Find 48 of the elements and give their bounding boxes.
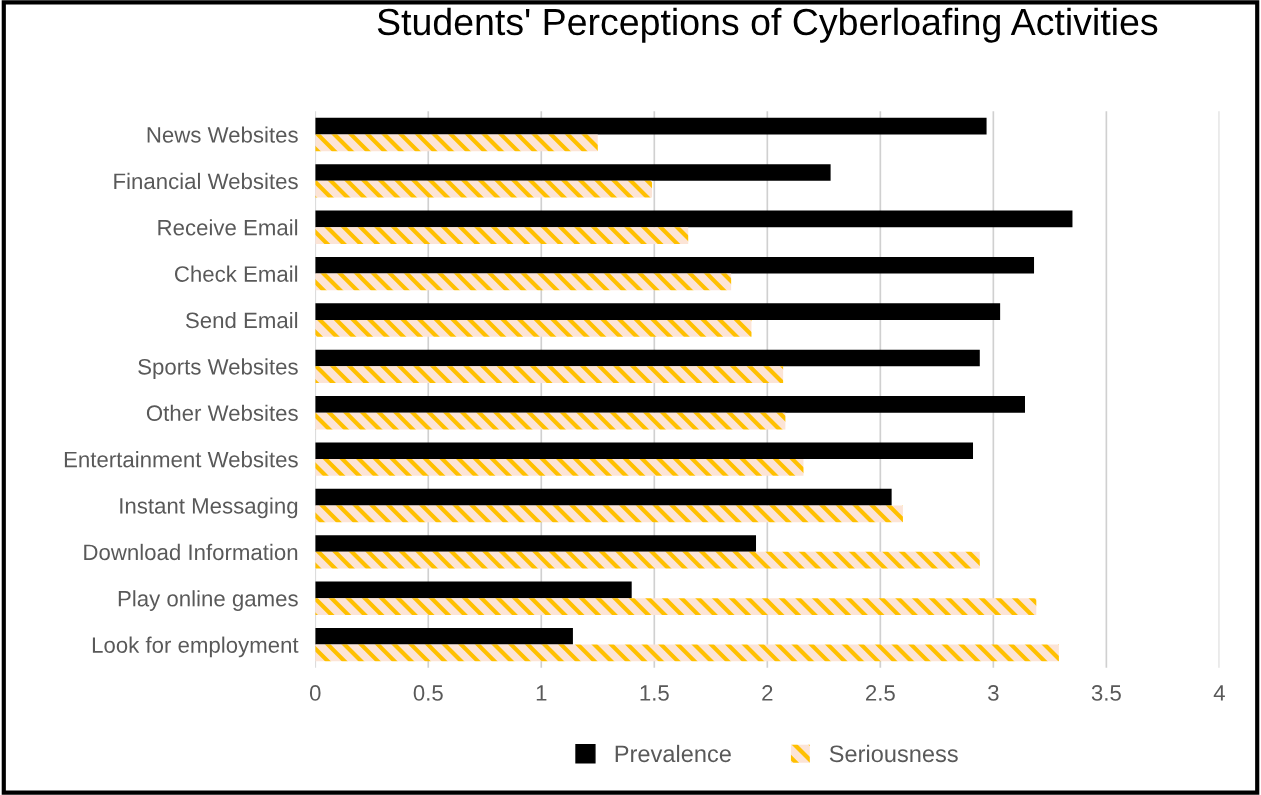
bar [315, 442, 974, 460]
bar [315, 227, 689, 244]
y-tick-label: Entertainment Websites [64, 451, 298, 468]
y-tick-label: Receive Email [158, 219, 298, 236]
bar [315, 366, 784, 384]
legend-label: Prevalence [615, 744, 731, 763]
bar [315, 396, 1025, 413]
bar [315, 627, 573, 645]
chart-title: Students' Perceptions of Cyberloafing Activities [377, 7, 1158, 43]
bar [315, 349, 980, 367]
x-tick-label: 2 [762, 685, 773, 701]
y-tick-label: Sports Websites [138, 358, 298, 380]
x-tick-label: 3 [988, 685, 999, 701]
bar [315, 164, 831, 181]
x-tick-label: 0 [309, 685, 321, 701]
bar [315, 303, 1001, 320]
bar [315, 581, 632, 599]
y-tick-label: Play online games [118, 590, 298, 611]
legend-label: Seriousness [829, 744, 958, 763]
bar [315, 256, 1035, 274]
x-tick-label: 2.5 [866, 685, 895, 701]
x-tick-label: 4 [1213, 685, 1225, 701]
x-tick-label: 1 [536, 685, 547, 701]
bar [315, 319, 752, 337]
bar [315, 505, 903, 523]
x-tick-label: 3.5 [1091, 685, 1121, 701]
bar [315, 644, 1059, 662]
bar [315, 488, 892, 506]
bar [315, 273, 732, 291]
x-tick-label: 0.5 [413, 685, 443, 701]
y-tick-label: Download Information [84, 543, 298, 561]
bar [315, 412, 786, 430]
y-tick-label: Instant Messaging [120, 497, 298, 519]
bar [315, 210, 1073, 228]
bar [315, 459, 804, 476]
y-tick-label: Send Email [185, 311, 298, 329]
bar [315, 117, 987, 135]
y-tick-label: Look for employment [92, 636, 299, 658]
bar [315, 598, 1037, 615]
y-tick-label: News Websites [147, 126, 298, 143]
bar [315, 134, 598, 152]
y-tick-label: Check Email [174, 265, 298, 282]
y-tick-label: Other Websites [146, 404, 298, 422]
bar [315, 551, 980, 569]
y-tick-label: Financial Websites [114, 172, 298, 190]
bar [315, 535, 757, 552]
x-tick-label: 1.5 [640, 685, 669, 701]
bar [315, 180, 653, 198]
